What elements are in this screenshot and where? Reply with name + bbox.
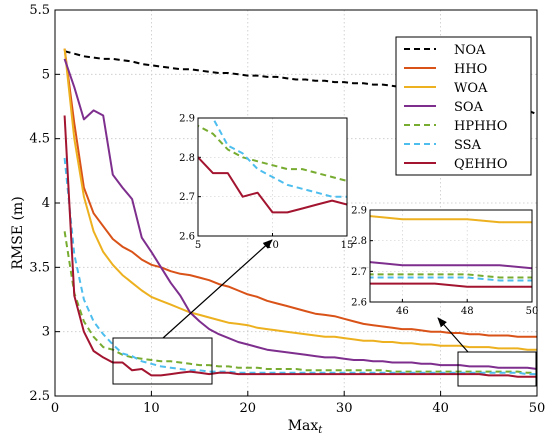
zoom-box-right: [457, 351, 537, 387]
series-line-noa: [64, 50, 538, 116]
legend-label-woa: WOA: [454, 81, 488, 96]
legend-label-noa: NOA: [454, 43, 486, 58]
y-tick-label: 4: [42, 196, 50, 211]
inset-x-tick-label: 46: [396, 306, 409, 317]
inset-series-line-hphho: [198, 123, 347, 182]
zoom-box-left: [112, 337, 213, 385]
x-tick-label: 30: [336, 401, 353, 416]
y-tick-label: 5: [42, 67, 50, 82]
inset-y-tick-label: 2.9: [351, 206, 367, 217]
y-tick-label: 5.5: [29, 3, 50, 18]
x-tick-label: 40: [432, 401, 449, 416]
inset-y-tick-label: 2.6: [179, 232, 195, 243]
y-axis-label: RMSE (m): [10, 196, 26, 269]
inset-series-line-qehho: [370, 282, 532, 288]
y-tick-label: 3: [42, 325, 50, 340]
inset-series-line-hho: [338, 186, 532, 192]
inset-series-line-ssa: [370, 276, 532, 282]
x-axis-label-subscript: t: [318, 425, 323, 436]
series-line-hho: [63, 48, 537, 338]
legend-label-qehho: QEHHO: [454, 157, 507, 172]
x-axis-label-main: Max: [288, 418, 319, 434]
inset-series-line-qehho: [198, 155, 347, 214]
inset-x-tick-label: 5: [195, 240, 201, 251]
inset-frame: [197, 117, 348, 237]
x-tick-label: 10: [143, 401, 160, 416]
inset-x-tick-label: 48: [461, 306, 474, 317]
inset-y-tick-label: 2.8: [351, 236, 367, 247]
inset-series-line-woa: [183, 0, 362, 35]
legend: NOA HHO WOA SOA HPHHO SSA QEHHO: [395, 36, 532, 176]
x-tick-label: 20: [240, 401, 257, 416]
main-axis-ticks: 0 10 20 30 40 50 2.5 3 3.5 4 4.5 5 5.5: [29, 3, 545, 416]
inset-panel-1: 5 10 15 2.6 2.7 2.8 2.9: [179, 0, 362, 252]
inset-series-lines: [338, 186, 532, 288]
legend-label-soa: SOA: [454, 100, 484, 115]
inset-y-tick-label: 2.7: [179, 192, 195, 203]
x-tick-label: 0: [51, 401, 59, 416]
inset-x-tick-label: 10: [266, 240, 279, 251]
inset-y-tick-label: 2.7: [351, 267, 367, 278]
series-line-woa: [63, 48, 537, 351]
inset-series-line-ssa: [211, 118, 347, 198]
inset-frame: [369, 209, 533, 303]
inset-series-line-woa: [370, 215, 532, 224]
inset-panels: 5 10 15 2.6 2.7 2.8 2.9 46 48 50 2.6 2.7 2.8 2.9: [179, 0, 539, 318]
inset-series-line-hphho: [370, 273, 532, 279]
legend-label-hphho: HPHHO: [454, 119, 507, 134]
inset-background: [370, 210, 532, 302]
inset-y-tick-label: 2.8: [179, 153, 195, 164]
y-tick-label: 3.5: [29, 260, 50, 275]
plot-frame: [54, 9, 538, 397]
y-tick-label: 4.5: [29, 132, 50, 147]
series-line-ssa: [63, 157, 537, 376]
legend-label-ssa: SSA: [454, 138, 482, 153]
inset-panel-2: 46 48 50 2.6 2.7 2.8 2.9: [338, 186, 539, 318]
legend-label-hho: HHO: [454, 62, 487, 77]
zoom-arrow-left: [162, 239, 273, 339]
zoom-arrow-right: [437, 317, 469, 353]
zoom-region-boxes: [112, 337, 537, 387]
inset-series-lines: [183, 0, 362, 214]
y-tick-label: 2.5: [29, 389, 50, 404]
inset-x-tick-label: 15: [341, 240, 354, 251]
inset-y-tick-label: 2.6: [351, 298, 367, 309]
inset-x-tick-label: 50: [526, 306, 539, 317]
zoom-arrows: [162, 239, 469, 353]
inset-series-line-soa: [183, 0, 362, 71]
x-tick-label: 50: [529, 401, 546, 416]
x-axis-label: Maxt: [288, 418, 324, 436]
inset-series-line-soa: [370, 261, 532, 270]
inset-y-tick-label: 2.9: [179, 114, 195, 125]
